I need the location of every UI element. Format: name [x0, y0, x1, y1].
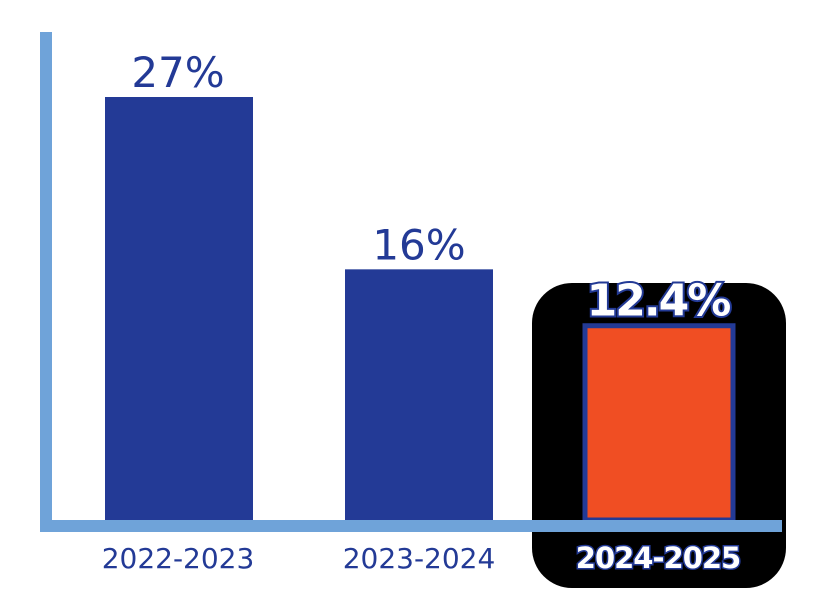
- category-label-2022-2023: 2022-2023: [102, 542, 255, 575]
- bar-2023-2024: [345, 269, 493, 520]
- category-label-2023-2024: 2023-2024: [343, 542, 496, 575]
- value-label-2024-2025: 12.4%: [587, 276, 731, 327]
- value-label-2023-2024: 16%: [372, 220, 465, 269]
- value-label-2022-2023: 27%: [131, 48, 224, 97]
- bar-2024-2025: [582, 323, 736, 523]
- category-label-2024-2025: 2024-2025: [576, 541, 740, 575]
- bar-2022-2023: [105, 97, 253, 520]
